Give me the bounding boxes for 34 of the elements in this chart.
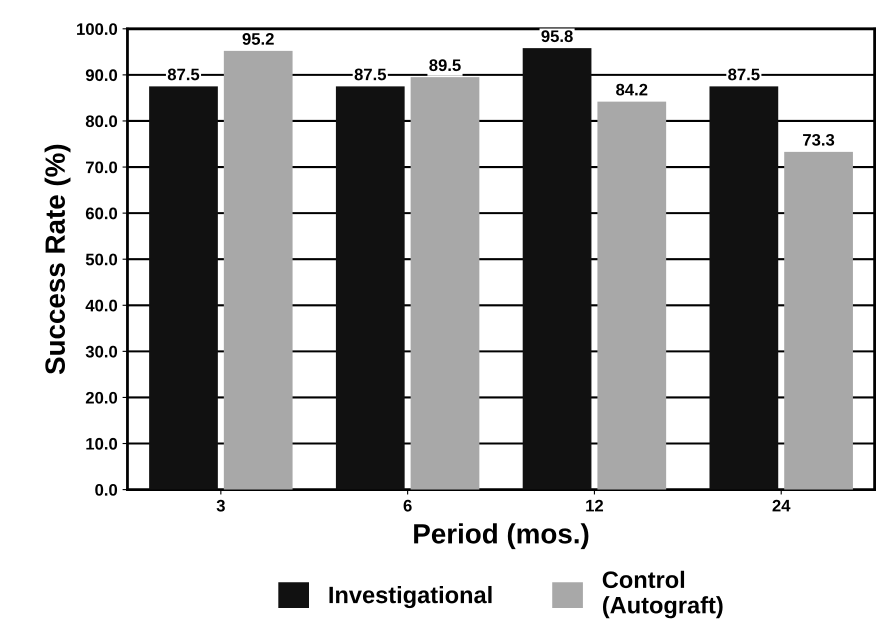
data-label: 84.2 (616, 84, 648, 96)
bar (336, 86, 405, 490)
x-tick-label: 3 (216, 500, 225, 512)
data-label: 95.2 (242, 33, 274, 45)
x-axis-title: Period (mos.) (414, 523, 588, 550)
y-tick-label: 30.0 (86, 346, 118, 358)
data-label: 73.3 (803, 134, 834, 146)
y-tick-label: 0.0 (95, 484, 118, 496)
y-tick-label: 40.0 (86, 300, 118, 312)
bar (149, 86, 218, 490)
y-tick-label: 90.0 (86, 69, 118, 82)
y-tick-label: 100.0 (77, 23, 118, 36)
y-tick-label: 20.0 (86, 392, 118, 404)
data-label: 87.5 (728, 68, 760, 80)
data-label: 95.8 (541, 30, 573, 42)
x-tick-label: 24 (772, 500, 790, 512)
data-label: 89.5 (429, 59, 461, 72)
x-tick-label: 12 (586, 500, 604, 512)
y-tick-label: 60.0 (86, 208, 118, 220)
y-tick-label: 10.0 (86, 438, 118, 450)
bar (709, 86, 778, 490)
bar (224, 50, 293, 490)
bar (597, 102, 666, 490)
legend-label: Investigational (329, 586, 492, 608)
data-label: 87.5 (168, 68, 200, 80)
x-tick-label: 6 (404, 500, 412, 512)
data-label: 87.5 (354, 68, 386, 80)
bar (784, 152, 853, 490)
bar (522, 48, 592, 490)
legend-label: Control (Autograft) (602, 570, 723, 618)
y-tick-label: 70.0 (86, 161, 118, 174)
y-tick-label: 80.0 (86, 115, 118, 128)
y-tick-label: 50.0 (86, 254, 118, 266)
y-axis-title: Success Rate (%) (44, 144, 70, 374)
